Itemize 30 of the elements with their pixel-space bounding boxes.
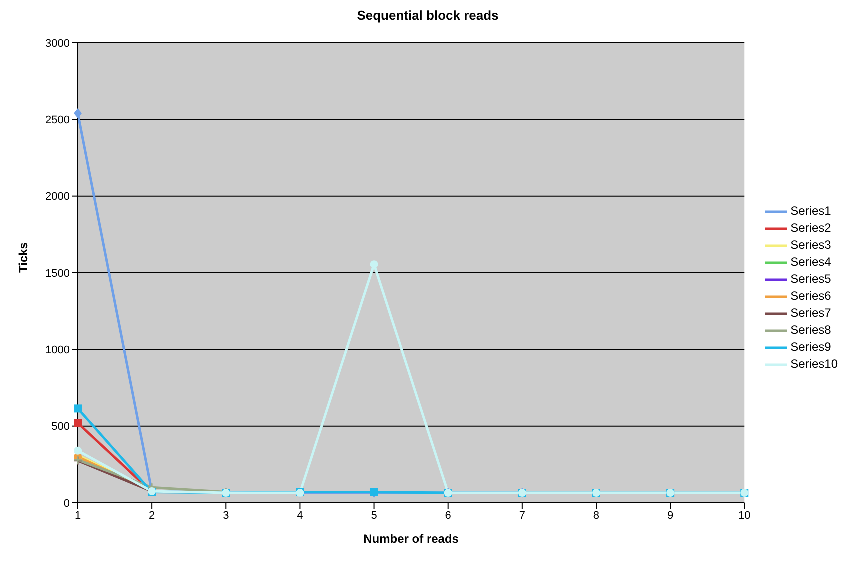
x-tick-label: 7 <box>519 510 526 522</box>
y-tick-label: 1500 <box>46 268 70 280</box>
y-axis-title: Ticks <box>16 242 30 273</box>
legend-label: Series1 <box>790 203 832 220</box>
x-tick-label: 10 <box>738 510 751 522</box>
legend-label: Series2 <box>790 220 832 237</box>
legend-label: Series3 <box>790 237 832 254</box>
x-tick-label: 1 <box>74 510 82 522</box>
x-tick-label: 2 <box>149 510 156 522</box>
y-tick-label: 500 <box>52 421 70 434</box>
y-tick-label: 2000 <box>46 191 70 204</box>
y-tick-label: 0 <box>64 498 70 510</box>
x-tick-label: 3 <box>223 510 230 522</box>
x-tick-label: 6 <box>445 510 452 522</box>
chart-title: Sequential block reads <box>356 8 500 23</box>
legend-label: Series9 <box>790 339 832 356</box>
x-tick-label: 8 <box>593 510 600 522</box>
legend-label: Series4 <box>790 254 832 271</box>
x-axis-title: Number of reads <box>364 532 460 546</box>
x-tick-label: 4 <box>297 510 304 522</box>
legend-label: Series7 <box>790 305 832 322</box>
x-tick-label: 5 <box>371 510 378 522</box>
legend-label: Series8 <box>790 322 832 339</box>
legend-label: Series5 <box>790 271 832 288</box>
y-tick-label: 3000 <box>46 38 70 50</box>
x-tick-label: 9 <box>667 510 674 522</box>
y-tick-label: 1000 <box>46 344 70 357</box>
y-tick-label: 2500 <box>46 114 70 127</box>
legend-label: Series6 <box>790 288 832 305</box>
legend-label: Series10 <box>790 356 838 373</box>
